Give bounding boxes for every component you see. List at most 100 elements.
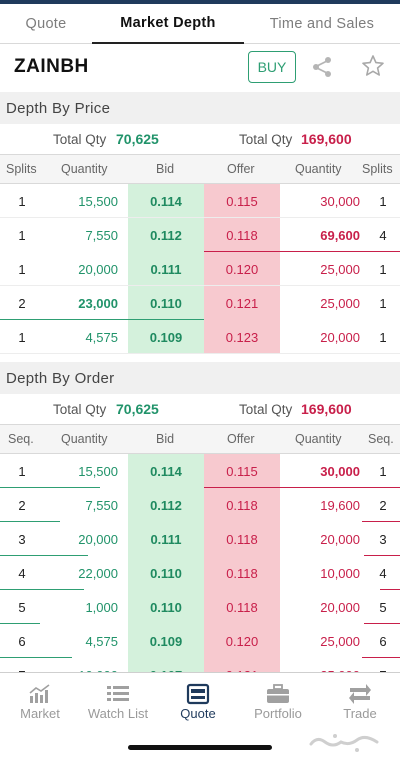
bid-price-cell: 0.114 <box>128 184 204 218</box>
offer-qty-cell: 20,000 <box>320 599 360 615</box>
bottom-navigation: Market Watch List Quote Portfolio Trade <box>0 672 400 730</box>
total-bid-qty-value: 70,625 <box>116 401 159 417</box>
symbol-name: ZAINBH <box>14 56 89 77</box>
bid-qty-cell: 23,000 <box>78 295 118 311</box>
row-divider <box>0 353 400 354</box>
bid-price-cell: 0.109 <box>128 624 204 658</box>
col-offer: Offer <box>227 162 255 176</box>
nav-quote[interactable]: Quote <box>158 673 238 731</box>
bid-price-cell: 0.109 <box>128 320 204 354</box>
col-quantity: Quantity <box>61 432 108 446</box>
col-bid: Bid <box>156 432 175 446</box>
bid-count-cell: 5 <box>18 599 26 615</box>
top-accent-line <box>0 0 400 4</box>
col-quantity: Quantity <box>61 162 108 176</box>
table-row: 1 4,575 0.109 0.123 20,000 1 <box>0 320 400 354</box>
bid-price-cell: 0.110 <box>128 590 204 624</box>
bid-qty-cell: 4,575 <box>85 633 118 649</box>
quote-icon <box>186 683 210 705</box>
bid-qty-cell: 7,550 <box>85 227 118 243</box>
offer-price-cell: 0.118 <box>204 218 280 252</box>
nav-portfolio[interactable]: Portfolio <box>238 673 318 731</box>
offer-qty-cell: 69,600 <box>320 227 360 243</box>
watermark-logo <box>309 734 379 752</box>
offer-price-cell: 0.118 <box>204 522 280 556</box>
nav-market[interactable]: Market <box>0 673 80 731</box>
bid-count-cell: 4 <box>18 565 26 581</box>
table-row: 2 23,000 0.110 0.121 25,000 1 <box>0 286 400 320</box>
bid-depth-line <box>0 521 60 522</box>
bid-count-cell: 3 <box>18 531 26 547</box>
bid-depth-line <box>0 487 100 488</box>
bid-price-cell: 0.114 <box>128 454 204 488</box>
bid-qty-cell: 20,000 <box>78 531 118 547</box>
price-totals: Total Qty 70,625 Total Qty 169,600 <box>0 126 400 154</box>
arrows-icon <box>349 684 371 704</box>
bid-price-cell: 0.112 <box>128 488 204 522</box>
offer-depth-line <box>204 487 400 488</box>
bid-price-cell: 0.111 <box>128 522 204 556</box>
offer-qty-cell: 25,000 <box>320 633 360 649</box>
table-row: 1 20,000 0.111 0.120 25,000 1 <box>0 252 400 286</box>
bid-qty-cell: 15,500 <box>78 463 118 479</box>
offer-qty-cell: 19,600 <box>320 497 360 513</box>
buy-button[interactable]: BUY <box>248 51 296 83</box>
price-column-header: Splits Quantity Bid Offer Quantity Split… <box>0 154 400 184</box>
tab-market-depth[interactable]: Market Depth <box>92 4 244 44</box>
total-offer-qty-label: Total Qty <box>239 402 293 417</box>
list-icon <box>107 686 129 701</box>
offer-count-cell: 1 <box>379 295 387 311</box>
col-seq: Seq. <box>368 432 394 446</box>
bid-count-cell: 1 <box>18 261 26 277</box>
offer-price-cell: 0.121 <box>204 286 280 320</box>
bid-price-cell: 0.112 <box>128 218 204 252</box>
total-bid-qty-label: Total Qty <box>53 132 107 147</box>
tab-quote[interactable]: Quote <box>25 16 67 32</box>
offer-depth-line <box>364 555 400 556</box>
bid-count-cell: 1 <box>18 329 26 345</box>
offer-qty-cell: 20,000 <box>320 531 360 547</box>
table-row: 5 1,000 0.110 0.118 20,000 5 <box>0 590 400 624</box>
bid-count-cell: 2 <box>18 497 26 513</box>
offer-price-cell: 0.118 <box>204 488 280 522</box>
nav-watch-list[interactable]: Watch List <box>78 673 158 731</box>
total-offer-qty-value: 169,600 <box>301 401 352 417</box>
bid-depth-line <box>0 555 88 556</box>
col-quantity: Quantity <box>295 432 342 446</box>
offer-qty-cell: 30,000 <box>320 193 360 209</box>
offer-price-cell: 0.120 <box>204 624 280 658</box>
offer-count-cell: 2 <box>379 497 387 513</box>
table-row: 4 22,000 0.110 0.118 10,000 4 <box>0 556 400 590</box>
bid-count-cell: 6 <box>18 633 26 649</box>
offer-price-cell: 0.123 <box>204 320 280 354</box>
offer-count-cell: 4 <box>379 565 387 581</box>
nav-trade[interactable]: Trade <box>320 673 400 731</box>
col-splits: Splits <box>6 162 37 176</box>
offer-qty-cell: 25,000 <box>320 261 360 277</box>
offer-qty-cell: 30,000 <box>320 463 360 479</box>
col-splits: Splits <box>362 162 393 176</box>
tab-time-and-sales[interactable]: Time and Sales <box>269 16 375 32</box>
nav-label: Market <box>20 706 60 721</box>
nav-label: Quote <box>180 706 216 721</box>
table-row: 1 7,550 0.112 0.118 69,600 4 <box>0 218 400 252</box>
order-column-header: Seq. Quantity Bid Offer Quantity Seq. <box>0 424 400 454</box>
col-offer: Offer <box>227 432 255 446</box>
offer-price-cell: 0.120 <box>204 252 280 286</box>
home-indicator <box>128 745 272 750</box>
bid-price-cell: 0.111 <box>128 252 204 286</box>
bid-count-cell: 1 <box>18 227 26 243</box>
offer-count-cell: 1 <box>379 463 387 479</box>
nav-label: Watch List <box>87 706 149 721</box>
total-offer-qty-label: Total Qty <box>239 132 293 147</box>
bid-qty-cell: 20,000 <box>78 261 118 277</box>
bid-depth-line <box>0 319 204 320</box>
total-bid-qty-value: 70,625 <box>116 131 159 147</box>
offer-qty-cell: 25,000 <box>320 295 360 311</box>
bid-qty-cell: 7,550 <box>85 497 118 513</box>
star-icon[interactable] <box>361 54 385 78</box>
offer-qty-cell: 10,000 <box>320 565 360 581</box>
table-row: 3 20,000 0.111 0.118 20,000 3 <box>0 522 400 556</box>
bid-count-cell: 1 <box>18 463 26 479</box>
share-icon[interactable] <box>311 56 333 78</box>
